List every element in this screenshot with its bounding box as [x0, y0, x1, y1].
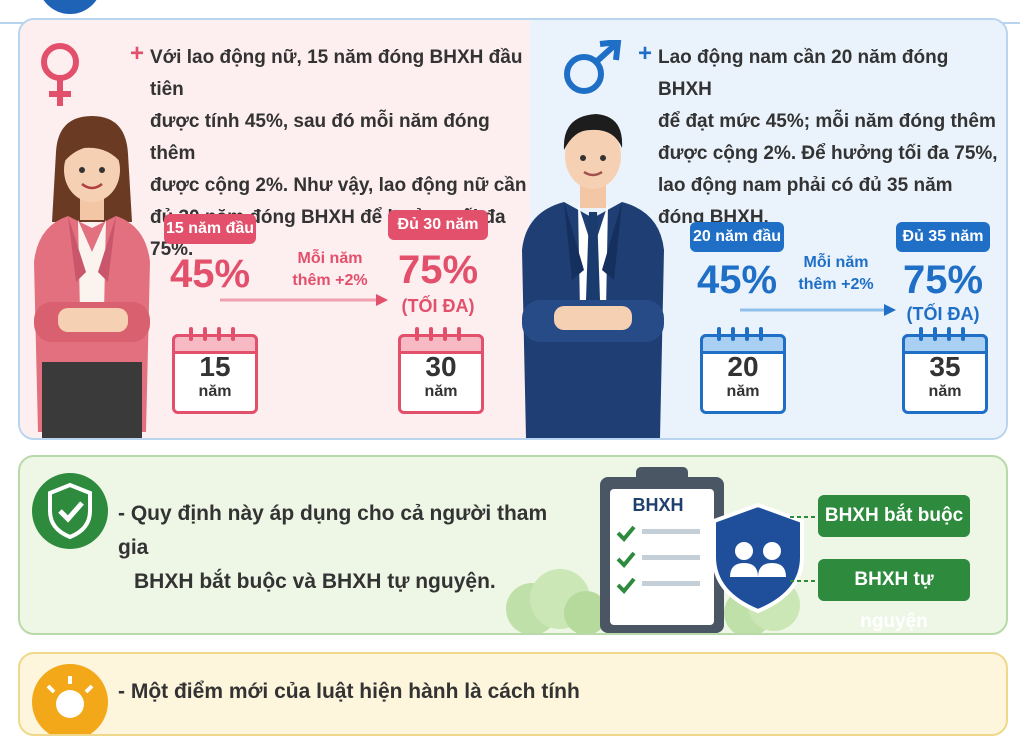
calendar-unit: năm [726, 383, 760, 400]
calendar-unit: năm [928, 383, 962, 400]
female-symbol-icon [41, 43, 79, 106]
female-end-calendar-icon: 30 năm [398, 327, 484, 414]
bush-decoration [506, 569, 602, 633]
male-section: + Lao động nam cần 20 năm đóng BHXH để đ… [522, 20, 1006, 438]
step-line: thêm +2% [292, 272, 368, 289]
female-max-note: (TỐI ĐA) [401, 296, 475, 316]
scope-text-line: - Quy định này áp dụng cho cả người tham… [118, 502, 548, 559]
female-section: + Với lao động nữ, 15 năm đóng BHXH đầu … [20, 20, 530, 438]
female-start-calendar-icon: 15 năm [172, 327, 258, 414]
calendar-unit: năm [424, 383, 458, 400]
connector-lines [790, 516, 820, 582]
businesswoman-illustration [34, 116, 150, 438]
scope-panel: - Quy định này áp dụng cho cả người tham… [18, 455, 1008, 635]
calendar-number: 35 [929, 351, 961, 382]
step-line: Mỗi năm [803, 254, 869, 271]
calendar-unit: năm [198, 383, 232, 400]
tag-voluntary: BHXH tự nguyện [818, 559, 970, 632]
clipboard-title: BHXH [632, 495, 684, 515]
female-text-line: được tính 45%, sau đó mỗi năm đóng thêm [150, 111, 490, 164]
plus-icon: + [638, 40, 653, 67]
male-text-line: được cộng 2%. Để hưởng tối đa 75%, [658, 143, 998, 164]
calendar-number: 15 [199, 351, 231, 382]
new-point-text: - Một điểm mới của luật hiện hành là các… [118, 680, 580, 703]
users-shield-icon [712, 502, 804, 614]
step-line: thêm +2% [798, 276, 874, 293]
shield-check-icon [32, 473, 108, 549]
male-text-line: Lao động nam cần 20 năm đóng BHXH [658, 47, 949, 100]
sun-icon [32, 664, 108, 734]
calendar-number: 30 [425, 351, 457, 382]
scope-text: - Quy định này áp dụng cho cả người tham… [118, 497, 548, 599]
male-start-calendar-icon: 20 năm [700, 327, 786, 414]
female-end-label: Đủ 30 năm [388, 210, 488, 240]
new-point-panel: - Một điểm mới của luật hiện hành là các… [18, 652, 1008, 736]
male-end-label: Đủ 35 năm [896, 222, 990, 252]
tag-mandatory: BHXH bắt buộc [818, 495, 970, 537]
female-end-pct: 75% [397, 248, 479, 292]
male-text: Lao động nam cần 20 năm đóng BHXH để đạt… [658, 42, 1003, 234]
clipboard-icon [600, 467, 724, 633]
female-text-line: được cộng 2%. Như vậy, lao động nữ cần [150, 175, 527, 196]
comparison-panel: + Với lao động nữ, 15 năm đóng BHXH đầu … [18, 18, 1008, 440]
calendar-number: 20 [727, 351, 759, 382]
male-end-calendar-icon: 35 năm [902, 327, 988, 414]
male-symbol-icon [564, 40, 622, 94]
male-start-pct: 45% [696, 258, 778, 302]
female-start-pct: 45% [169, 252, 251, 296]
step-line: Mỗi năm [297, 250, 363, 267]
male-text-line: để đạt mức 45%; mỗi năm đóng thêm [658, 111, 996, 132]
male-step-note: Mỗi năm thêm +2% [776, 252, 896, 296]
businessman-illustration [522, 114, 664, 438]
female-start-label: 15 năm đầu [164, 214, 256, 244]
male-end-pct: 75% [902, 258, 984, 302]
male-start-label: 20 năm đầu [690, 222, 784, 252]
male-arrow [740, 304, 896, 316]
male-max-note: (TỐI ĐA) [906, 304, 980, 324]
female-text-line: Với lao động nữ, 15 năm đóng BHXH đầu ti… [150, 47, 523, 100]
male-text-line: lao động nam phải có đủ 35 năm [658, 175, 953, 196]
female-step-note: Mỗi năm thêm +2% [270, 248, 390, 292]
scope-text-line: BHXH bắt buộc và BHXH tự nguyện. [134, 570, 496, 593]
female-arrow [220, 294, 388, 306]
plus-icon: + [130, 40, 145, 67]
